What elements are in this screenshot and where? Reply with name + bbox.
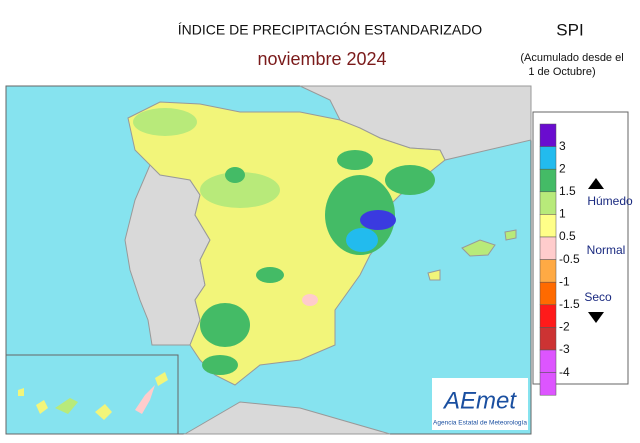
- legend-swatch: [539, 168, 557, 193]
- legend-label: -1: [559, 274, 570, 288]
- up-arrow: [588, 178, 604, 189]
- dry-area: [302, 294, 318, 306]
- legend-swatch: [539, 372, 557, 396]
- legend-swatch: [539, 259, 557, 283]
- wet-area: [360, 210, 396, 230]
- note-line: (Acumulado desde el: [520, 52, 623, 64]
- wet-area: [325, 175, 395, 255]
- legend-label: -4: [559, 365, 570, 379]
- legend-swatch: [539, 304, 557, 328]
- wet-area: [346, 228, 378, 252]
- down-arrow: [588, 312, 604, 323]
- subtitle: noviembre 2024: [257, 49, 386, 69]
- ibiza: [427, 269, 441, 281]
- island: [55, 398, 78, 414]
- wet-area: [202, 355, 238, 375]
- legend-swatch: [539, 281, 557, 306]
- index-name: SPI: [556, 20, 583, 39]
- dry-label: Seco: [584, 290, 612, 304]
- legend-swatch: [539, 236, 557, 260]
- logo-name: AEmet: [442, 387, 517, 414]
- legend-swatch: [539, 214, 557, 238]
- wet-area: [385, 165, 435, 195]
- map: [5, 85, 532, 435]
- legend-label: 2: [559, 161, 566, 175]
- legend-label: -1.5: [559, 297, 580, 311]
- africa: [183, 401, 391, 435]
- wet-area: [337, 150, 373, 170]
- logo: AEmet Agencia Estatal de Meteorología: [432, 378, 528, 430]
- legend: Húmedo Normal Seco 3 2 1.5 1 0.5 -0.5 -1 -1.5 -2…: [532, 111, 633, 396]
- wet-area: [133, 108, 197, 136]
- title: ÍNDICE DE PRECIPITACIÓN ESTANDARIZADO: [178, 22, 483, 38]
- logo-box: [432, 378, 528, 430]
- normal-label: Normal: [587, 243, 626, 257]
- legend-label: 1.5: [559, 184, 576, 198]
- legend-label: 0.5: [559, 229, 576, 243]
- wet-area: [256, 267, 284, 283]
- legend-label: -3: [559, 342, 570, 356]
- legend-swatch: [539, 191, 557, 215]
- note-line: 1 de Octubre): [528, 66, 595, 78]
- wet-label: Húmedo: [587, 194, 633, 208]
- legend-label: -0.5: [559, 252, 580, 266]
- logo-agency: Agencia Estatal de Meteorología: [433, 420, 527, 427]
- legend-swatch: [539, 146, 557, 170]
- island: [36, 400, 48, 414]
- legend-label: -2: [559, 320, 570, 334]
- wet-area: [200, 172, 280, 208]
- legend-label: 1: [559, 207, 566, 221]
- wet-area: [200, 303, 250, 347]
- legend-swatch: [539, 123, 557, 147]
- canary-inset: [5, 354, 179, 435]
- legend-swatch: [539, 349, 557, 373]
- menorca: [504, 229, 517, 241]
- legend-swatch: [539, 327, 557, 351]
- legend-label: 3: [559, 139, 566, 153]
- island: [135, 385, 155, 414]
- island: [18, 388, 24, 396]
- mallorca: [461, 239, 496, 257]
- island: [95, 404, 112, 420]
- island: [155, 372, 168, 386]
- wet-area: [225, 167, 245, 183]
